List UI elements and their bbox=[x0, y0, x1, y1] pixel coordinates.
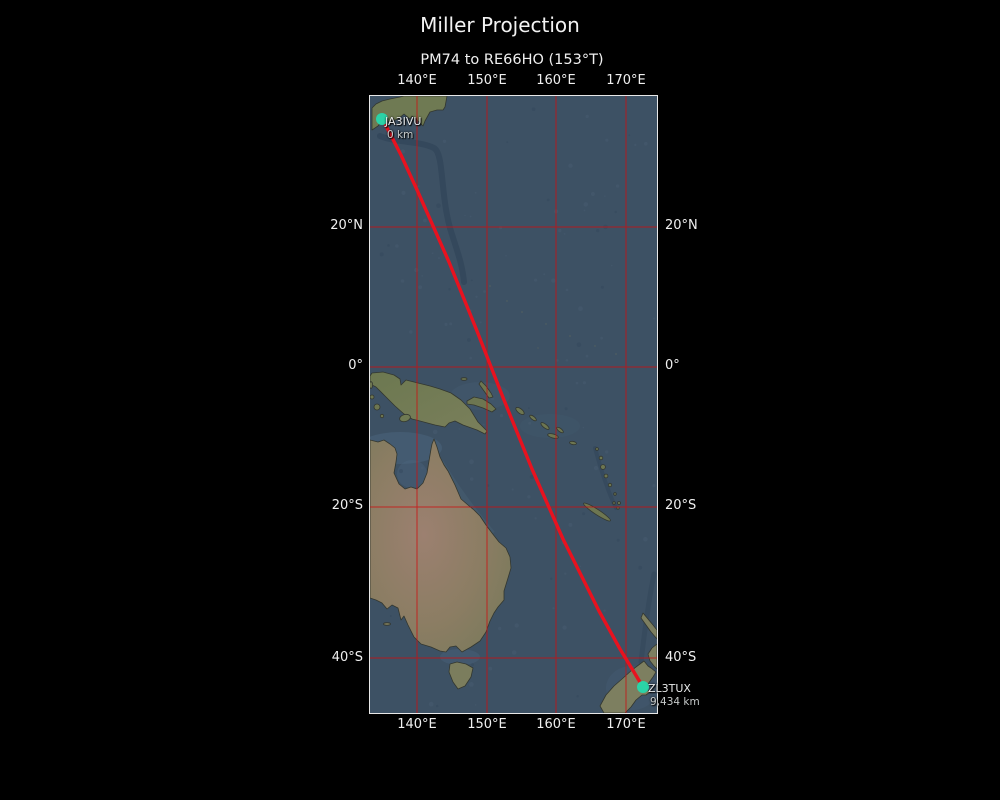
land-nz-northland bbox=[640, 612, 657, 640]
tick-left-0: 0° bbox=[348, 358, 363, 373]
figure-subtitle: PM74 to RE66HO (153°T) bbox=[420, 52, 604, 68]
land-nz-north-island bbox=[647, 643, 657, 670]
grid-endpoint-marker bbox=[376, 113, 388, 125]
tick-top-170e: 170°E bbox=[606, 73, 646, 88]
tick-bottom-150e: 150°E bbox=[467, 717, 507, 732]
figure-title: Miller Projection bbox=[420, 13, 580, 37]
land-new-britain bbox=[466, 396, 497, 413]
land-tasmania bbox=[448, 661, 474, 690]
tick-right-20s: 20°S bbox=[665, 498, 697, 513]
marker-callsign: JA3IVU bbox=[385, 115, 422, 128]
grid-endpoint-marker bbox=[637, 681, 649, 693]
great-circle-route bbox=[380, 116, 645, 689]
tick-top-140e: 140°E bbox=[397, 73, 437, 88]
tick-top-160e: 160°E bbox=[536, 73, 576, 88]
graticule bbox=[370, 96, 657, 713]
land-vanuatu bbox=[595, 447, 621, 505]
land-new-guinea bbox=[370, 371, 488, 435]
tick-left-20n: 20°N bbox=[330, 218, 363, 233]
seafloor-speckles bbox=[372, 104, 656, 708]
tick-bottom-160e: 160°E bbox=[536, 717, 576, 732]
marker-distance: 0 km bbox=[387, 129, 414, 141]
marker-callsign: ZL3TUX bbox=[648, 682, 691, 695]
land-australia bbox=[370, 438, 512, 653]
endpoint-markers bbox=[376, 113, 649, 693]
land-kangaroo-island bbox=[383, 622, 391, 626]
land-aru-kai-islands bbox=[370, 381, 385, 419]
tick-left-20s: 20°S bbox=[331, 498, 363, 513]
land-solomon-islands bbox=[515, 407, 577, 446]
tick-bottom-170e: 170°E bbox=[606, 717, 646, 732]
land-nz-south-island bbox=[599, 660, 657, 713]
tick-right-40s: 40°S bbox=[665, 650, 697, 665]
landmasses bbox=[370, 96, 657, 713]
land-micronesia-specks bbox=[489, 285, 617, 355]
tick-right-20n: 20°N bbox=[665, 218, 698, 233]
marker-label-zl3tux: ZL3TUX 9,434 km bbox=[648, 682, 700, 709]
land-new-caledonia bbox=[583, 501, 620, 522]
map-frame bbox=[369, 95, 658, 714]
tick-top-150e: 150°E bbox=[467, 73, 507, 88]
tick-left-40s: 40°S bbox=[331, 650, 363, 665]
marker-distance: 9,434 km bbox=[650, 696, 700, 708]
map-canvas bbox=[370, 96, 657, 713]
tick-bottom-140e: 140°E bbox=[397, 717, 437, 732]
land-manus bbox=[460, 377, 468, 381]
land-dolak-island bbox=[399, 413, 411, 423]
tick-right-0: 0° bbox=[665, 358, 680, 373]
marker-label-ja3ivu: JA3IVU 0 km bbox=[385, 115, 422, 142]
